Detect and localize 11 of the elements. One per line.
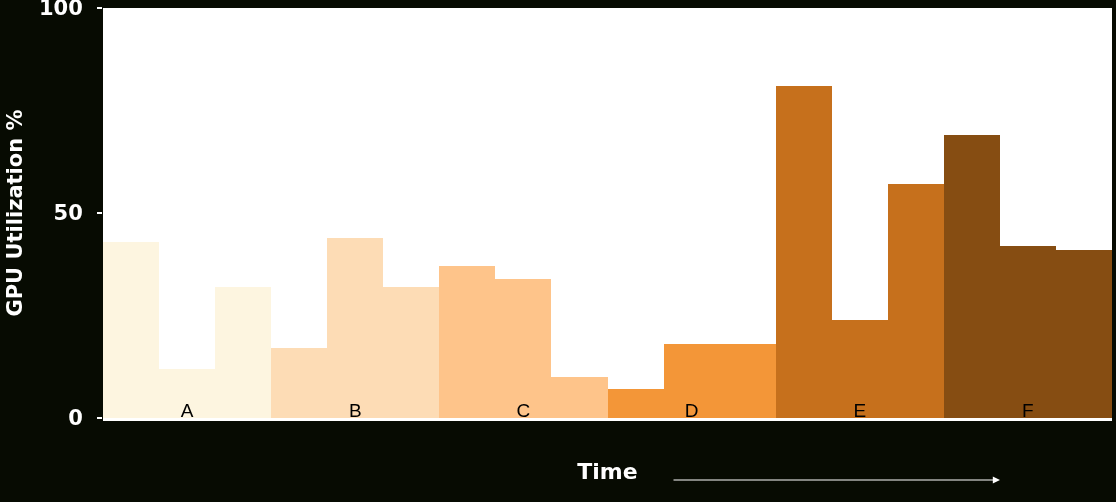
x-tick-label: B — [348, 399, 362, 421]
y-tick-label: 100 — [38, 0, 83, 21]
x-tick-label: D — [684, 399, 699, 421]
x-tick-label: E — [853, 399, 867, 421]
x-tick-label: F — [1022, 399, 1034, 421]
x-axis-title: Time — [577, 458, 638, 484]
y-tick-label: 50 — [53, 201, 83, 226]
y-axis-title: GPU Utilization % — [3, 109, 28, 317]
x-tick-label: A — [180, 399, 194, 421]
y-tick-label: 0 — [68, 406, 83, 431]
x-tick-label: C — [516, 399, 531, 421]
